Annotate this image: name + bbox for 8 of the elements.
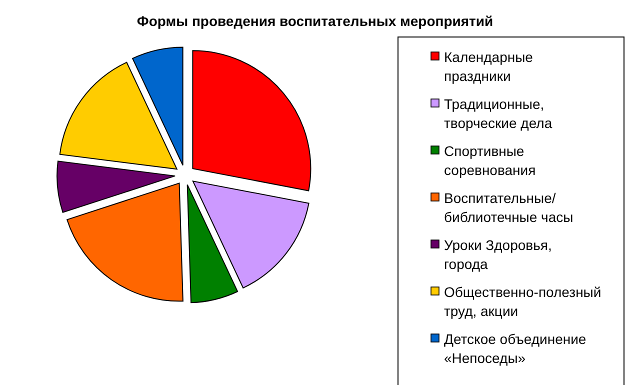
legend-label: Воспитательные/ библиотечные часы [444,190,574,225]
legend-label: Детское объединение «Непоседы» [444,331,586,366]
legend-label: Общественно-полезный труд, акции [444,284,602,319]
legend-label: Календарные праздники [444,49,534,84]
legend-label: Уроки Здоровья, города [444,237,552,272]
chart-title: Формы проведения воспитательных мероприятий [136,13,494,29]
legend-label: Традиционные, творческие дела [444,96,552,131]
legend-label: Спортивные соревнования [444,143,536,178]
